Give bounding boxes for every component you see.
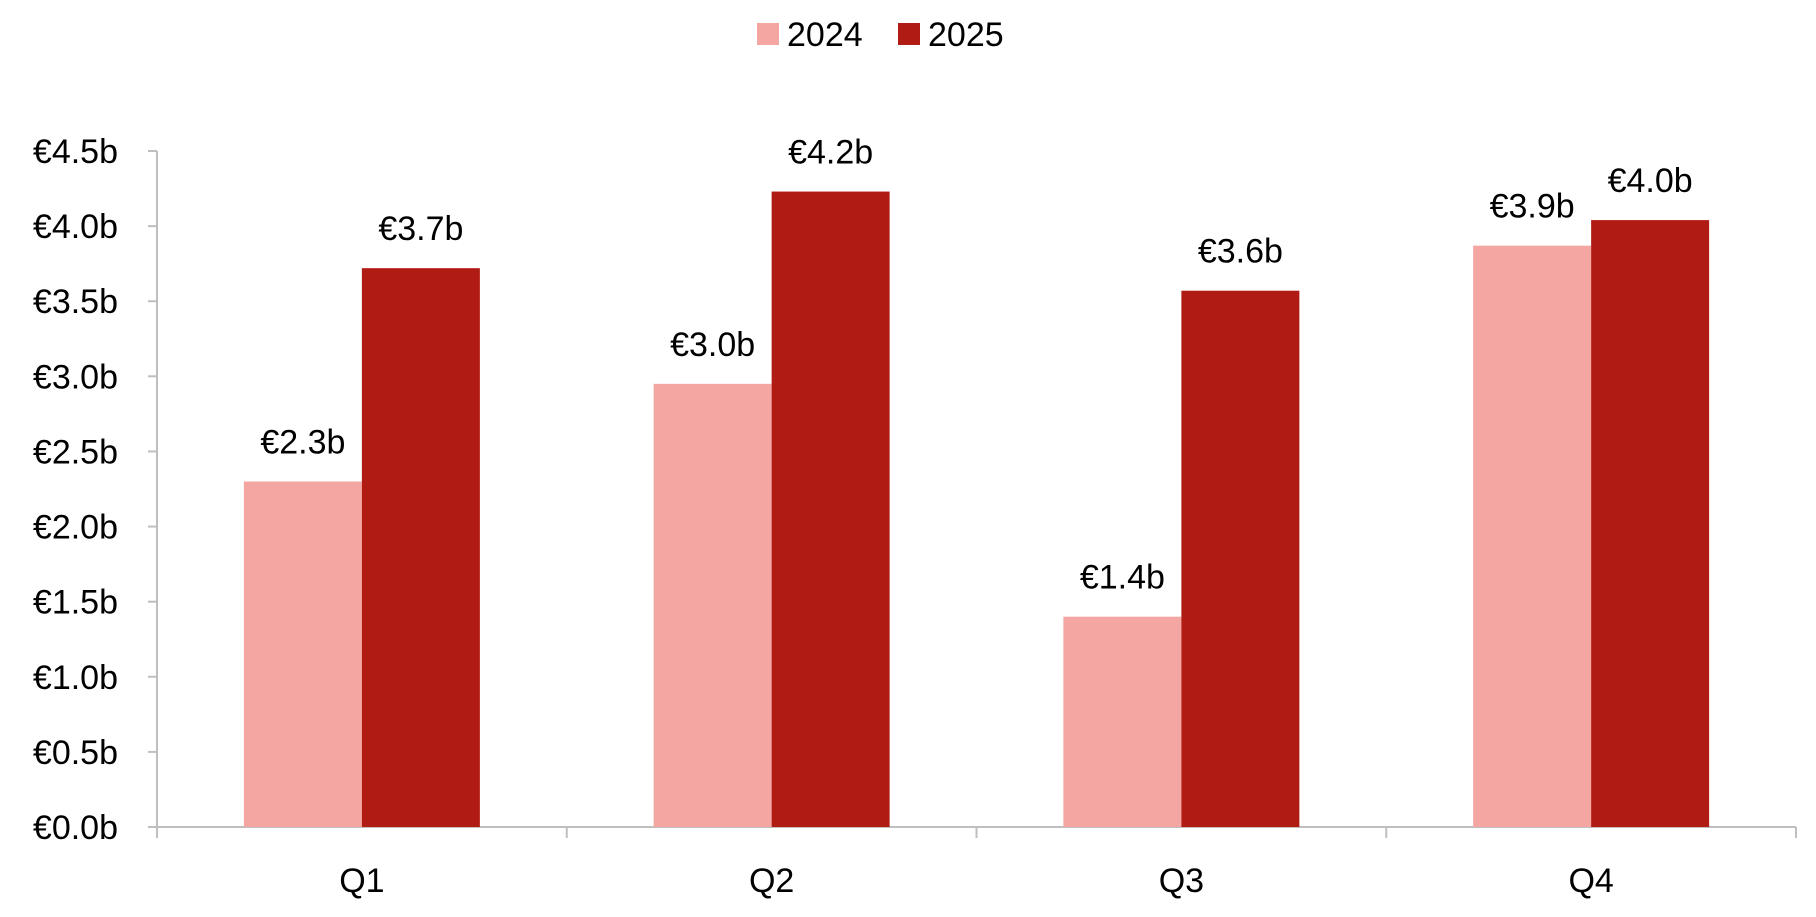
y-tick-label: €1.0b (33, 659, 118, 697)
data-label: €3.7b (378, 210, 463, 248)
y-tick-label: €0.0b (33, 809, 118, 847)
x-category-label: Q2 (749, 862, 794, 900)
y-tick-label: €3.0b (33, 358, 118, 396)
y-tick-label: €4.5b (33, 133, 118, 171)
data-label: €3.6b (1198, 233, 1283, 271)
y-axis: €0.0b €0.5b €1.0b €1.5b €2.0b €2.5b €3.0b €3.5b… (33, 133, 158, 847)
data-labels: €2.3b €3.7b €3.0b €4.2b €1.4b €3.6b €3.9b €4.0b (260, 134, 1692, 597)
data-label: €1.4b (1080, 559, 1165, 597)
bar-2025-Q4 (1591, 220, 1710, 827)
legend-swatch (757, 23, 779, 45)
y-tick-label: €4.0b (33, 208, 118, 246)
bar-2025-Q2 (771, 191, 890, 827)
x-category-label: Q1 (339, 862, 384, 900)
bar-2024-Q4 (1473, 245, 1592, 827)
bar-2025-Q3 (1181, 290, 1300, 827)
data-label: €3.0b (670, 326, 755, 364)
legend: 2024 2025 (757, 16, 1004, 54)
y-tick-label: €1.5b (33, 584, 118, 622)
legend-swatch (898, 23, 920, 45)
y-tick-label: €2.5b (33, 433, 118, 471)
y-tick-label: €0.5b (33, 734, 118, 772)
bar-2024-Q2 (653, 383, 772, 827)
x-category-label: Q4 (1568, 862, 1613, 900)
data-label: €4.2b (788, 134, 873, 172)
y-tick-label: €3.5b (33, 283, 118, 321)
data-label: €4.0b (1608, 162, 1693, 200)
y-tick-label: €2.0b (33, 509, 118, 547)
x-axis: Q1 Q2 Q3 Q4 (156, 826, 1797, 900)
bar-2025-Q1 (361, 268, 480, 827)
x-category-label: Q3 (1159, 862, 1204, 900)
data-label: €3.9b (1490, 188, 1575, 226)
data-label: €2.3b (260, 423, 345, 461)
bar-2024-Q3 (1063, 616, 1182, 827)
bars (243, 191, 1710, 827)
legend-label: 2025 (928, 16, 1004, 54)
legend-label: 2024 (787, 16, 863, 54)
bar-2024-Q1 (243, 481, 362, 827)
